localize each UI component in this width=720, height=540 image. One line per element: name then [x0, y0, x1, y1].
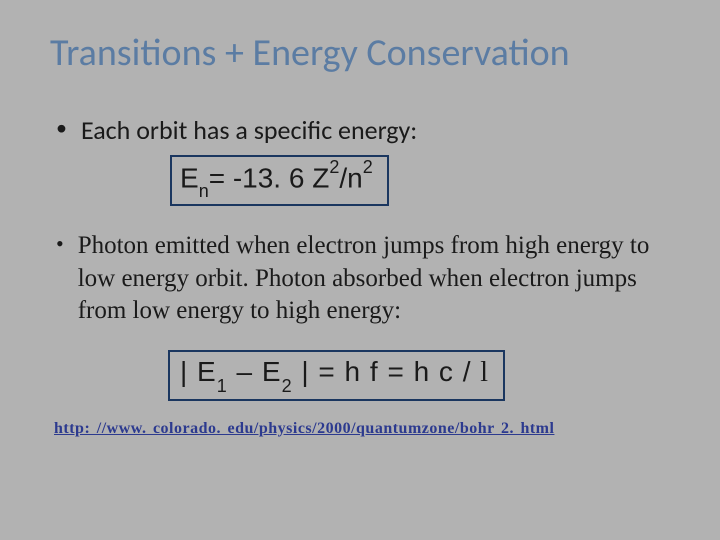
slide-container: Transitions + Energy Conservation • Each… — [0, 0, 720, 458]
reference-link[interactable]: http: //www. colorado. edu/physics/2000/… — [54, 420, 554, 437]
bullet-1-row: • Each orbit has a specific energy: — [50, 114, 680, 147]
formula-2-part-0: | E — [180, 356, 217, 387]
bullet-1-text: Each orbit has a specific energy: — [81, 114, 417, 147]
formula-1-part-0: E — [180, 162, 199, 193]
formula-2-part-4: | = h f = h c / — [293, 356, 481, 387]
formula-1-sup-n2: 2 — [363, 157, 373, 177]
formula-2-box: | E1 – E2 | = h f = h c / l — [168, 350, 505, 401]
formula-2-sub-1: 1 — [217, 376, 228, 396]
formula-1-sup-z2: 2 — [329, 157, 339, 177]
formula-2-lambda: l — [480, 357, 489, 388]
bullet-dot-icon: • — [56, 114, 67, 143]
bullet-2-text: Photon emitted when electron jumps from … — [78, 230, 660, 328]
bullet-2-row: • Photon emitted when electron jumps fro… — [50, 230, 680, 328]
formula-2-part-2: – E — [228, 356, 282, 387]
formula-2-sub-2: 2 — [282, 376, 293, 396]
formula-1-sub-n: n — [199, 181, 209, 201]
link-row: http: //www. colorado. edu/physics/2000/… — [50, 419, 680, 438]
slide-title: Transitions + Energy Conservation — [50, 30, 680, 76]
formula-1-part-4: /n — [339, 162, 362, 193]
formula-1-box: En= -13. 6 Z2/n2 — [170, 155, 389, 207]
formula-1-part-2: = -13. 6 Z — [209, 162, 330, 193]
bullet-dot-icon: • — [56, 230, 64, 259]
